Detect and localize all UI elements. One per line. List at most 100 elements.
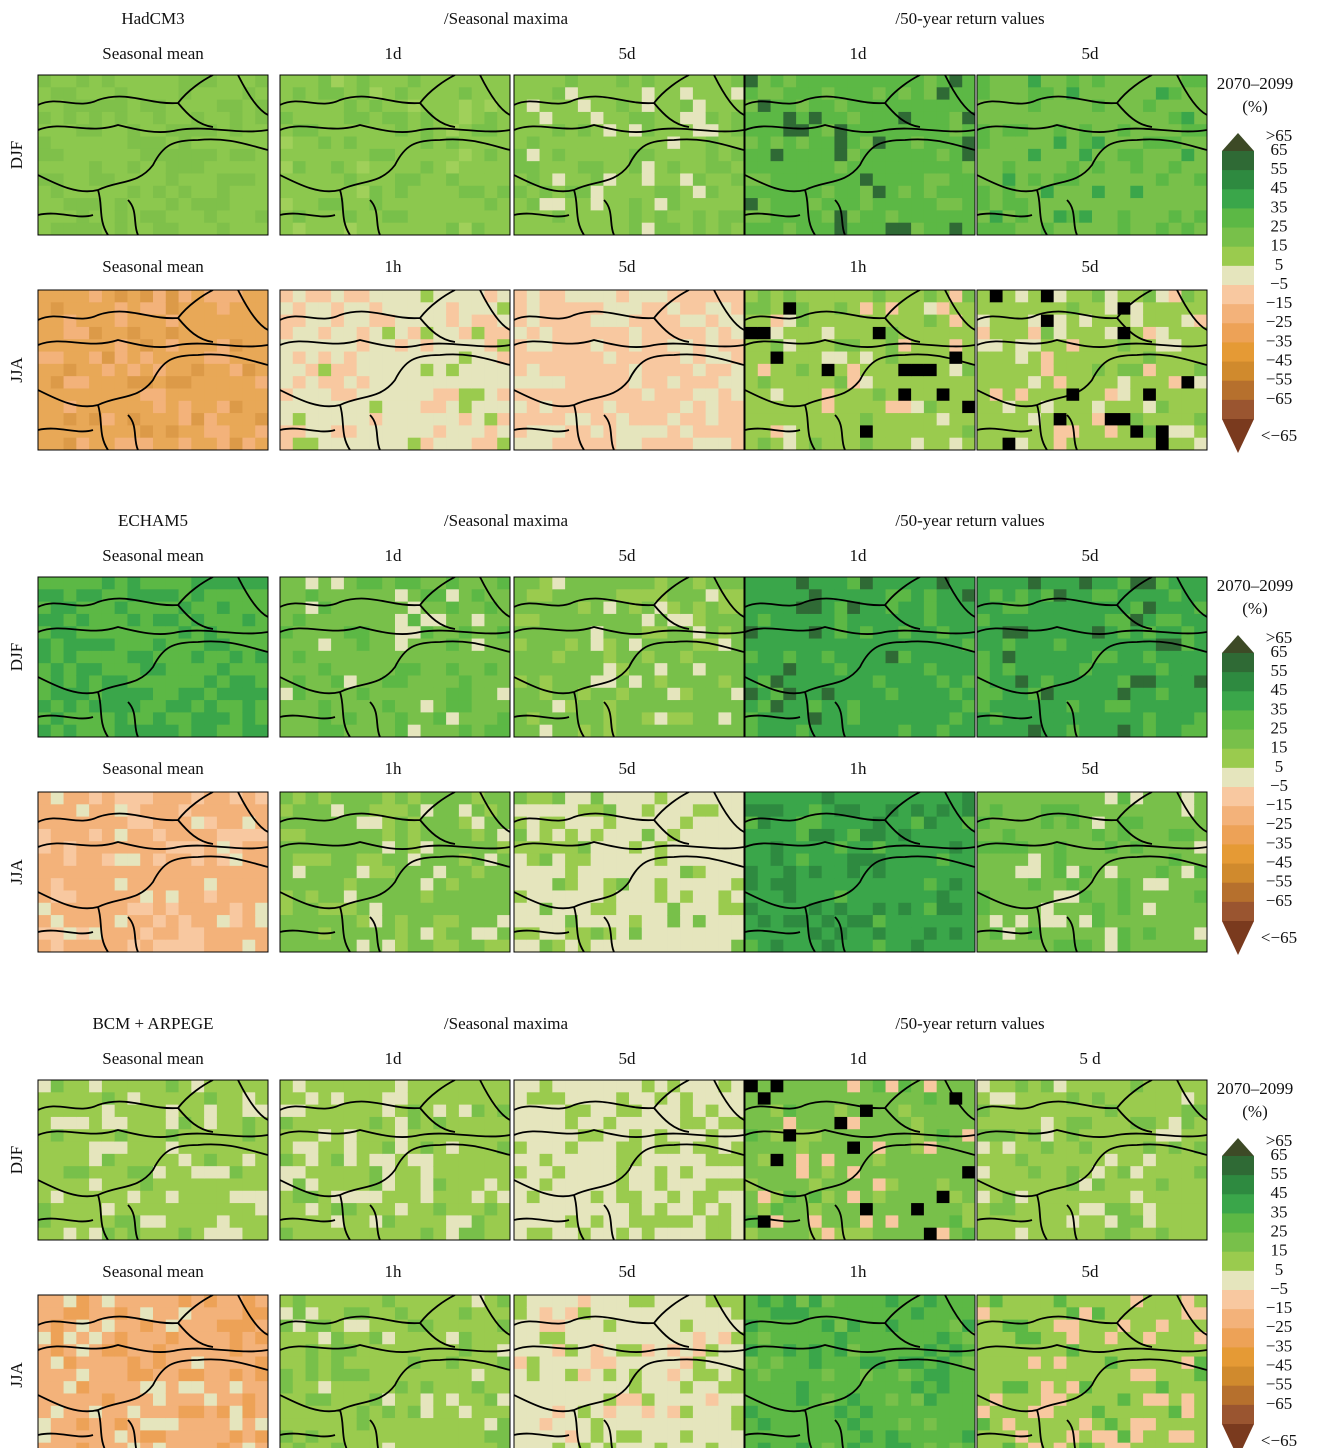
map-cell [834,688,847,701]
map-cell [1169,149,1182,162]
map-cell [459,376,472,389]
map-cell [1130,352,1143,365]
map-cell [191,124,204,137]
map-cell [472,725,485,738]
map-cell [51,712,64,725]
map-cell [153,327,166,340]
map-cell [76,87,89,100]
map-cell [758,915,771,928]
map-panel [38,792,269,953]
map-cell [1181,112,1194,125]
map-cell [217,112,230,125]
colorbar-extend [1222,419,1254,453]
map-cell [255,210,268,223]
map-cell [64,112,77,125]
map-cell [1156,577,1169,590]
map-cell [230,364,243,377]
colorbar-label: 45 [1271,178,1288,197]
map-cell [655,712,668,725]
map-cell [395,639,408,652]
map-cell [1079,614,1092,627]
map-cell [745,302,758,315]
map-cell [718,940,731,953]
map-cell [540,327,553,340]
map-cell [89,854,102,867]
map-cell [1105,388,1118,401]
map-cell [1066,438,1079,451]
map-cell [565,161,578,174]
map-cell [706,663,719,676]
map-cell [591,589,604,602]
map-cell [1143,302,1156,315]
map-cell [382,137,395,150]
map-cell [655,364,668,377]
map-cell [318,413,331,426]
map-cell [408,425,421,438]
map-cell [1169,651,1182,664]
map-cell [51,903,64,916]
map-cell [667,173,680,186]
map-cell [783,866,796,879]
map-cell [1015,639,1028,652]
map-cell [924,878,937,891]
map-cell [89,663,102,676]
map-cell [242,173,255,186]
map-cell [1118,841,1131,854]
map-cell [1181,186,1194,199]
map-cell [1105,100,1118,113]
map-cell [1181,688,1194,701]
map-cell [809,663,822,676]
map-cell [962,438,975,451]
map-cell [1054,198,1067,211]
map-cell [514,112,527,125]
map-cell [822,792,835,805]
colorbar-label: −65 [1266,389,1293,408]
map-cell [514,302,527,315]
map-cell [76,663,89,676]
map-cell [655,186,668,199]
map-cell [809,100,822,113]
map-cell [990,161,1003,174]
map-cell [565,352,578,365]
map-cell [514,792,527,805]
map-cell [1181,401,1194,414]
map-cell [977,75,990,88]
map-cell [497,688,510,701]
map-cell [446,438,459,451]
map-cell [809,364,822,377]
map-cell [680,161,693,174]
map-cell [38,438,51,451]
map-cell [115,804,128,817]
map-cell [731,401,744,414]
map-cell [1156,388,1169,401]
map-cell [731,186,744,199]
map-cell [38,577,51,590]
map-cell [191,137,204,150]
map-cell [217,829,230,842]
map-cell [771,792,784,805]
map-cell [217,223,230,236]
map-cell [472,364,485,377]
map-cell [293,639,306,652]
map-cell [1105,413,1118,426]
map-cell [591,614,604,627]
map-cell [1143,602,1156,615]
map-cell [552,829,565,842]
map-cell [603,639,616,652]
map-cell [421,112,434,125]
map-cell [1041,651,1054,664]
map-cell [64,438,77,451]
map-cell [591,315,604,328]
map-cell [102,1166,115,1179]
map-cell [1143,315,1156,328]
colorbar-segment [1222,844,1254,864]
map-cell [1169,712,1182,725]
map-cell [796,940,809,953]
map-cell [1079,712,1092,725]
map-cell [680,186,693,199]
map-cell [204,315,217,328]
map-cell [242,866,255,879]
map-cell [1079,903,1092,916]
map-cell [977,87,990,100]
map-cell [1003,112,1016,125]
